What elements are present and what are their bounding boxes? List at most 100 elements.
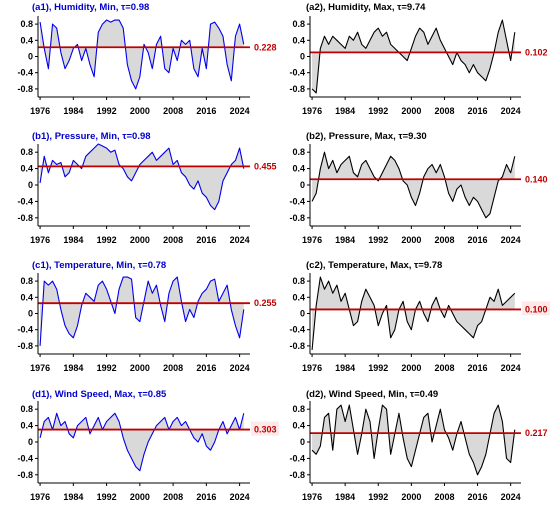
x-tick-label: 1984 [335, 106, 355, 116]
x-tick-label: 2008 [434, 235, 454, 245]
y-tick-label: -0.8 [17, 470, 33, 480]
x-tick-label: 2016 [196, 235, 216, 245]
y-tick-label: 0 [300, 52, 305, 62]
x-tick-label: 2024 [230, 106, 250, 116]
x-tick-label: 1992 [97, 492, 117, 502]
area-fill [40, 413, 244, 471]
y-tick-label: 0.8 [20, 276, 33, 286]
y-tick-label: -0.4 [17, 68, 33, 78]
x-tick-label: 2016 [196, 363, 216, 373]
y-tick-label: 0.4 [292, 292, 305, 302]
x-tick-label: 1984 [63, 106, 83, 116]
y-tick-label: -0.4 [289, 453, 305, 463]
x-tick-label: 2000 [130, 363, 150, 373]
x-tick-label: 1984 [63, 363, 83, 373]
x-tick-label: 1992 [368, 363, 388, 373]
panel-title: (b1), Pressure, Min, τ=0.98 [32, 131, 151, 142]
y-tick-label: 0.8 [20, 404, 33, 414]
y-tick-label: 0 [28, 180, 33, 190]
x-tick-label: 1992 [97, 106, 117, 116]
y-tick-label: 0.8 [292, 19, 305, 29]
x-tick-label: 2024 [230, 235, 250, 245]
x-tick-label: 2024 [230, 363, 250, 373]
x-tick-label: 2008 [434, 106, 454, 116]
x-tick-label: 1976 [302, 492, 322, 502]
panel-title: (c1), Temperature, Min, τ=0.78 [32, 260, 166, 271]
x-tick-label: 2024 [501, 492, 521, 502]
x-tick-label: 1976 [30, 492, 50, 502]
y-tick-label: 0 [300, 309, 305, 319]
x-tick-label: 1976 [302, 235, 322, 245]
x-tick-label: 1976 [30, 235, 50, 245]
y-tick-label: 0 [28, 52, 33, 62]
y-tick-label: -0.8 [289, 84, 305, 94]
y-tick-label: -0.4 [289, 196, 305, 206]
panel-a1: (a1), Humidity, Min, τ=0.98 0.228 0.8 0.4 0 -… [17, 2, 276, 116]
y-tick-label: -0.8 [289, 341, 305, 351]
x-tick-label: 2008 [163, 106, 183, 116]
x-tick-label: 2016 [468, 492, 488, 502]
y-tick-label: 0.8 [292, 276, 305, 286]
panel-title: (d2), Wind Speed, Min, τ=0.49 [306, 389, 438, 400]
x-tick-label: 1984 [63, 492, 83, 502]
x-tick-label: 2000 [130, 492, 150, 502]
x-tick-label: 1976 [30, 363, 50, 373]
x-tick-label: 2008 [163, 492, 183, 502]
y-tick-label: 0.4 [20, 292, 33, 302]
y-tick-label: -0.8 [289, 213, 305, 223]
y-tick-label: -0.4 [289, 68, 305, 78]
x-tick-label: 2016 [468, 106, 488, 116]
series-line [311, 404, 516, 476]
panel-title: (d1), Wind Speed, Max, τ=0.85 [32, 389, 167, 400]
y-tick-label: 0.4 [292, 35, 305, 45]
x-tick-label: 1992 [368, 492, 388, 502]
y-tick-label: -0.8 [17, 213, 33, 223]
x-tick-label: 2008 [163, 235, 183, 245]
area-fill [312, 277, 515, 350]
area-fill [312, 405, 515, 475]
area-fill [40, 144, 244, 210]
x-tick-label: 2016 [468, 235, 488, 245]
x-tick-label: 2016 [196, 492, 216, 502]
mean-label-box [522, 301, 550, 316]
area-fill [312, 20, 515, 93]
y-tick-label: 0 [28, 437, 33, 447]
x-tick-label: 2024 [501, 106, 521, 116]
x-tick-label: 1992 [97, 235, 117, 245]
mean-value-label: 0.303 [254, 425, 277, 435]
mean-value-label: 0.102 [525, 47, 548, 57]
y-tick-label: -0.4 [17, 325, 33, 335]
x-tick-label: 2000 [401, 106, 421, 116]
series-line [311, 276, 516, 351]
x-tick-label: 2000 [401, 492, 421, 502]
x-tick-label: 1992 [368, 235, 388, 245]
panel-b1: (b1), Pressure, Min, τ=0.98 0.455 0.8 0.4 0 -… [17, 131, 276, 245]
x-tick-label: 2000 [401, 235, 421, 245]
mean-value-label: 0.100 [525, 304, 548, 314]
x-tick-label: 1976 [302, 363, 322, 373]
series-line [311, 19, 516, 94]
x-tick-label: 1984 [335, 363, 355, 373]
x-tick-label: 2024 [501, 235, 521, 245]
y-tick-label: -0.8 [17, 84, 33, 94]
x-tick-label: 2000 [401, 363, 421, 373]
x-tick-label: 1976 [302, 106, 322, 116]
x-tick-label: 2000 [130, 235, 150, 245]
mean-value-label: 0.455 [254, 161, 277, 171]
panel-c1: (c1), Temperature, Min, τ=0.78 0.255 0.8 0.… [17, 260, 276, 373]
panel-title: (c2), Temperature, Max, τ=9.78 [306, 260, 442, 271]
y-tick-label: 0.8 [292, 404, 305, 414]
y-tick-label: 0.4 [292, 164, 305, 174]
y-tick-label: 0.8 [20, 147, 33, 157]
y-tick-label: -0.4 [17, 453, 33, 463]
series-line [39, 412, 245, 472]
series-line [39, 143, 245, 211]
x-tick-label: 1976 [30, 106, 50, 116]
y-tick-label: -0.4 [289, 325, 305, 335]
series-line [39, 276, 245, 346]
x-tick-label: 2016 [468, 363, 488, 373]
mean-label-box [251, 421, 279, 436]
x-tick-label: 1984 [63, 235, 83, 245]
x-tick-label: 2024 [501, 363, 521, 373]
